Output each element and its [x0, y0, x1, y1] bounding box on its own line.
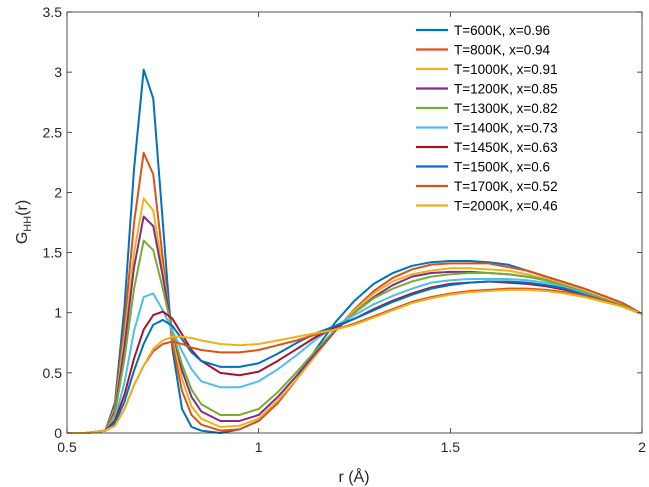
legend-label: T=2000K, x=0.46: [454, 199, 558, 214]
x-tick-label: 1.5: [441, 439, 461, 455]
series-line-3: [67, 197, 643, 434]
y-tick-label: 1.5: [43, 245, 63, 261]
legend: T=600K, x=0.96 T=800K, x=0.94 T=1000K, x=0…: [412, 17, 634, 218]
y-axis-label-suffix: (r): [14, 200, 31, 216]
legend-label: T=1400K, x=0.73: [454, 121, 558, 136]
series-line-7: [67, 280, 643, 434]
series-line-10: [67, 288, 643, 434]
series-line-6: [67, 278, 643, 434]
y-tick-label: 2: [54, 184, 62, 200]
legend-label: T=1700K, x=0.52: [454, 179, 558, 194]
x-axis: 0.5 1 1.5 2: [57, 12, 646, 455]
legend-label: T=1300K, x=0.82: [454, 101, 558, 116]
plot-frame: [66, 11, 643, 434]
y-axis-label: GHH(r): [14, 200, 34, 244]
legend-label: T=1200K, x=0.85: [454, 82, 558, 97]
y-axis-label-main: G: [14, 232, 31, 244]
y-tick-label: 1: [54, 305, 62, 321]
y-tick-label: 0: [54, 425, 62, 441]
x-axis-label: r (Å): [338, 467, 369, 486]
y-tick-label: 0.5: [43, 365, 63, 381]
legend-label: T=800K, x=0.94: [454, 43, 551, 58]
x-tick-label: 1: [255, 439, 263, 455]
legend-label: T=1450K, x=0.63: [454, 140, 558, 155]
y-axis: 0 0.5 1 1.5 2 2.5 3 3.5: [43, 4, 642, 441]
legend-label: T=1500K, x=0.6: [454, 160, 550, 175]
y-tick-label: 2.5: [43, 124, 63, 140]
series-lines: [67, 68, 643, 434]
y-tick-label: 3: [54, 64, 62, 80]
series-line-5: [67, 239, 643, 434]
y-tick-label: 3.5: [43, 4, 63, 20]
x-tick-label: 2: [638, 439, 646, 455]
x-tick-label: 0.5: [57, 439, 77, 455]
y-axis-label-sub: HH: [22, 216, 34, 232]
legend-label: T=600K, x=0.96: [454, 23, 550, 38]
legend-label: T=1000K, x=0.91: [454, 62, 558, 77]
legend-box: [412, 17, 634, 218]
